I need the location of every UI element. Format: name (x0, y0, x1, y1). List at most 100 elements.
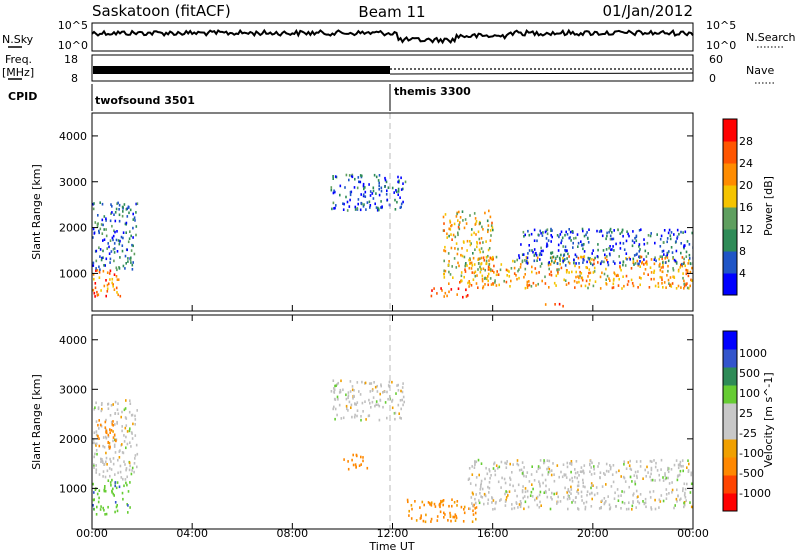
velocity-point (679, 463, 681, 467)
velocity-point (590, 482, 593, 485)
power-point (333, 189, 335, 193)
velocity-point (485, 466, 487, 470)
velocity-point (680, 497, 682, 501)
power-point (627, 232, 629, 236)
power-point (609, 229, 611, 232)
velocity-point (570, 488, 573, 491)
velocity-point (125, 468, 127, 472)
power-point (660, 234, 663, 238)
velocity-point (548, 488, 550, 491)
power-point (573, 258, 575, 262)
power-point (558, 268, 560, 271)
velocity-point (124, 463, 126, 466)
velocity-point (576, 484, 579, 488)
power-point (385, 180, 388, 184)
velocity-point (559, 500, 562, 503)
power-point (682, 262, 685, 265)
velocity-point (103, 508, 105, 512)
power-point (689, 270, 692, 274)
velocity-point (126, 483, 128, 487)
velocity-point (117, 412, 120, 415)
velocity-point (524, 490, 527, 494)
power-point (635, 234, 638, 238)
y-tick-label: 1000 (59, 267, 87, 280)
velocity-point (511, 507, 513, 511)
velocity-point (571, 480, 574, 483)
velocity-point (509, 478, 512, 481)
velocity-point (122, 477, 124, 481)
velocity-point (614, 491, 616, 495)
power-point (623, 248, 626, 251)
velocity-point (350, 406, 352, 409)
power-point (490, 283, 493, 286)
power-point (680, 230, 682, 234)
velocity-colorbar-tick: -1000 (739, 487, 771, 500)
x-axis-label: Time UT (368, 540, 414, 553)
power-point (474, 217, 477, 220)
velocity-point (100, 423, 102, 427)
velocity-point (507, 494, 509, 497)
velocity-point (584, 505, 587, 509)
power-point (120, 235, 123, 239)
power-colorbar-tick: 4 (739, 267, 746, 280)
velocity-point (111, 489, 113, 493)
power-point (675, 287, 678, 290)
power-point (675, 262, 678, 265)
power-point (545, 229, 548, 232)
velocity-point (550, 496, 552, 499)
velocity-point (668, 482, 671, 485)
velocity-point (400, 407, 402, 411)
power-point (469, 262, 471, 265)
velocity-point (675, 497, 678, 501)
power-point (488, 247, 491, 250)
velocity-point (621, 500, 624, 504)
power-point (116, 278, 119, 281)
velocity-point (379, 392, 381, 396)
velocity-point (519, 505, 522, 509)
power-point (491, 226, 494, 229)
power-point (619, 265, 621, 268)
velocity-point (115, 505, 118, 509)
velocity-point (330, 390, 333, 393)
power-point (577, 245, 579, 248)
velocity-point (401, 386, 404, 389)
velocity-point (112, 436, 115, 439)
velocity-point (455, 514, 457, 518)
velocity-point (403, 400, 405, 404)
velocity-point (581, 470, 583, 474)
power-point (349, 198, 351, 202)
power-point (476, 245, 478, 249)
power-point (469, 214, 471, 217)
velocity-point (126, 442, 129, 446)
power-point (484, 211, 486, 215)
power-point (632, 230, 634, 233)
velocity-point (537, 465, 540, 468)
power-point (450, 233, 452, 236)
power-point (102, 269, 105, 273)
velocity-point (683, 482, 686, 486)
power-point (487, 279, 489, 283)
power-point (488, 266, 491, 270)
velocity-point (637, 500, 639, 503)
velocity-point (347, 409, 349, 412)
velocity-point (337, 381, 339, 385)
power-point (448, 260, 450, 263)
power-point (565, 269, 568, 272)
power-point (535, 251, 537, 255)
power-point (592, 271, 595, 274)
power-point (688, 243, 691, 246)
power-point (606, 258, 608, 262)
velocity-point (505, 466, 508, 469)
velocity-point (649, 475, 651, 479)
power-point (92, 288, 95, 292)
power-point (582, 247, 584, 251)
power-point (662, 263, 664, 267)
power-point (610, 248, 612, 251)
power-point (354, 205, 357, 209)
velocity-colorbar-swatch (723, 349, 737, 368)
power-point (356, 207, 359, 210)
power-point (505, 268, 508, 272)
velocity-point (107, 435, 110, 438)
velocity-point (104, 513, 106, 516)
power-point (95, 267, 97, 270)
